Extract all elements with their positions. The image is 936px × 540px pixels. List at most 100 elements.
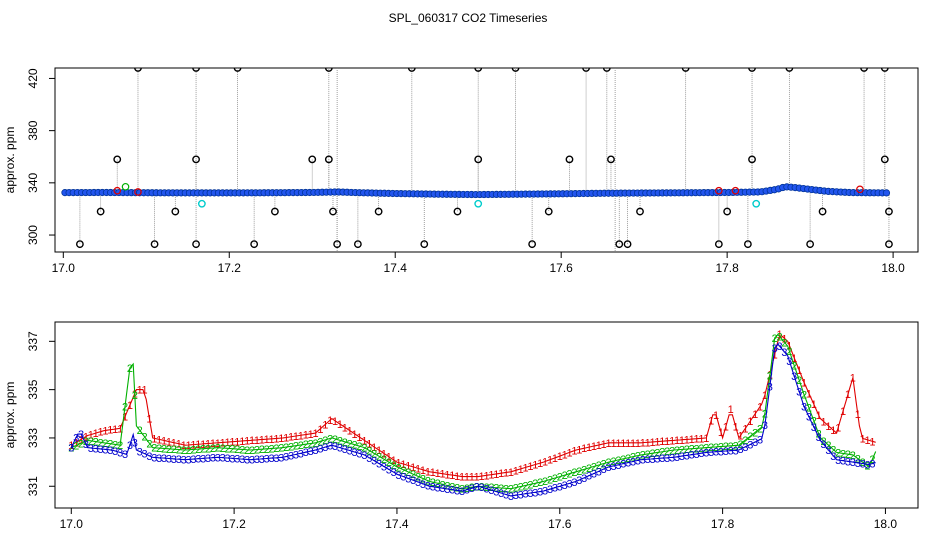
series-2-label: 2 <box>576 466 582 478</box>
series-3-label: 3 <box>498 488 504 500</box>
series-2-label: 2 <box>610 456 616 468</box>
series-2-label: 2 <box>444 480 450 492</box>
outlier-point <box>748 68 756 72</box>
series-3-label: 3 <box>659 453 665 465</box>
series-1-label: 1 <box>146 414 152 426</box>
series-1-label: 1 <box>181 440 187 452</box>
series-3-label: 3 <box>371 456 377 468</box>
series-2-label: 2 <box>786 346 792 358</box>
outlier-point <box>806 240 815 249</box>
series-2-label: 2 <box>308 439 314 451</box>
series-2-label: 2 <box>107 439 113 451</box>
series-2-label: 2 <box>801 389 807 401</box>
series-3-label: 3 <box>361 450 367 462</box>
series-3-label: 3 <box>469 483 475 495</box>
series-3-label: 3 <box>620 459 626 471</box>
series-1-label: 1 <box>73 437 79 449</box>
series-3-label: 3 <box>249 455 255 467</box>
series-3-label: 3 <box>645 454 651 466</box>
outlier-point <box>748 155 756 164</box>
series-3-label: 3 <box>562 480 568 492</box>
outlier-point <box>880 68 889 72</box>
series-1-label: 1 <box>269 434 275 446</box>
series-2-label: 2 <box>283 442 289 454</box>
series-2-label: 2 <box>547 474 553 486</box>
series-1-label: 1 <box>122 412 128 424</box>
series-3-label: 3 <box>503 489 509 501</box>
series-2-label: 2 <box>210 443 216 455</box>
series-2-label: 2 <box>425 476 431 488</box>
series-1-label: 1 <box>860 433 866 445</box>
series-3-label: 3 <box>518 489 524 501</box>
series-1-label: 1 <box>479 471 485 483</box>
series-1-label: 1 <box>234 436 240 448</box>
series-2-label: 2 <box>181 445 187 457</box>
series-2-label: 2 <box>439 479 445 491</box>
series-2-label: 2 <box>151 443 157 455</box>
series-3-label: 3 <box>415 477 421 489</box>
series-2-label: 2 <box>698 443 704 455</box>
series-1-label: 1 <box>606 438 612 450</box>
series-1-label: 1 <box>786 340 792 352</box>
series-3-label: 3 <box>347 446 353 458</box>
y-axis-label: approx. ppm <box>3 127 17 194</box>
series-1-label: 1 <box>503 467 509 479</box>
y-tick-label: 333 <box>26 428 40 448</box>
outlier-point <box>96 207 105 216</box>
series-1-point <box>856 185 864 194</box>
series-2-label: 2 <box>659 447 665 459</box>
series-1-label: 1 <box>772 349 778 361</box>
series-2-label: 2 <box>586 463 592 475</box>
outlier-point <box>420 240 429 249</box>
series-3-label: 3 <box>259 454 265 466</box>
outlier-point <box>636 207 644 216</box>
series-3-label: 3 <box>825 445 831 457</box>
series-3-label: 3 <box>449 485 455 497</box>
series-1-label: 1 <box>141 385 147 397</box>
series-1-label: 1 <box>581 443 587 455</box>
series-1-label: 1 <box>777 329 783 341</box>
series-3-label: 3 <box>474 482 480 494</box>
series-3-label: 3 <box>146 451 152 463</box>
series-3-label: 3 <box>523 489 529 501</box>
series-2-label: 2 <box>322 435 328 447</box>
series-2-label: 2 <box>830 445 836 457</box>
series-3-label: 3 <box>181 455 187 467</box>
series-2-label: 2 <box>332 434 338 446</box>
series-1-label: 1 <box>835 423 841 435</box>
series-1-label: 1 <box>659 436 665 448</box>
series-3-label: 3 <box>557 481 563 493</box>
series-1-label: 1 <box>625 438 631 450</box>
series-1-label: 1 <box>820 417 826 429</box>
series-1-label: 1 <box>742 423 748 435</box>
series-2-label: 2 <box>825 440 831 452</box>
series-3-label: 3 <box>439 483 445 495</box>
series-2-label: 2 <box>68 443 74 455</box>
series-3-label: 3 <box>698 448 704 460</box>
series-3-label: 3 <box>141 449 147 461</box>
series-1-label: 1 <box>151 433 157 445</box>
series-2-label: 2 <box>98 437 104 449</box>
series-2-label: 2 <box>518 482 524 494</box>
series-2-label: 2 <box>630 452 636 464</box>
series-2-label: 2 <box>601 459 607 471</box>
series-1-label: 1 <box>542 457 548 469</box>
series-3-label: 3 <box>68 443 74 455</box>
series-3-label: 3 <box>566 478 572 490</box>
series-3-label: 3 <box>718 446 724 458</box>
series-3-label: 3 <box>596 466 602 478</box>
series-3-label: 3 <box>630 457 636 469</box>
series-1-label: 1 <box>176 439 182 451</box>
series-2-label: 2 <box>552 473 558 485</box>
series-2-label: 2 <box>137 425 143 437</box>
series-2-label: 2 <box>185 445 191 457</box>
series-1-label: 1 <box>845 389 851 401</box>
series-2-label: 2 <box>205 443 211 455</box>
series-3-label: 3 <box>337 443 343 455</box>
series-3-label: 3 <box>317 444 323 456</box>
series-3-label: 3 <box>444 484 450 496</box>
series-1-label: 1 <box>137 385 143 397</box>
outlier-point <box>75 240 84 249</box>
series-2-label: 2 <box>615 455 621 467</box>
series-1-label: 1 <box>650 437 656 449</box>
